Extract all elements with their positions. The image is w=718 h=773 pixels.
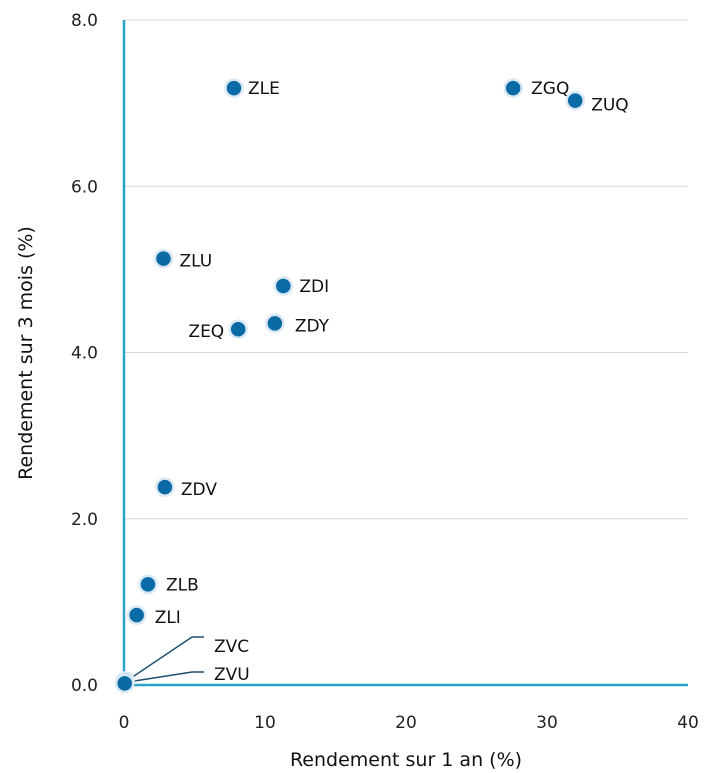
point-label-zvc: ZVC — [214, 637, 249, 657]
data-point-zlb — [138, 574, 158, 595]
data-point-zgq — [503, 78, 523, 98]
y-axis-title: Rendement sur 3 mois (%) — [15, 226, 37, 480]
point-label-zeq: ZEQ — [188, 322, 224, 342]
x-tick-label: 40 — [677, 713, 699, 733]
point-label-zlu: ZLU — [179, 252, 212, 272]
point-label-zli: ZLI — [155, 608, 181, 628]
data-point-zvu — [114, 673, 135, 694]
x-tick-label: 20 — [395, 713, 417, 733]
point-label-zuq: ZUQ — [591, 96, 628, 116]
grid-layer — [124, 19, 688, 520]
y-tick-label: 8.0 — [71, 11, 98, 31]
leader-line-zvu — [127, 671, 204, 683]
y-tick-label: 6.0 — [71, 177, 98, 197]
leader-line-zvc — [127, 636, 204, 681]
point-label-zdv: ZDV — [181, 480, 217, 500]
x-axis-title: Rendement sur 1 an (%) — [290, 749, 522, 771]
y-tick-label: 2.0 — [71, 510, 98, 530]
point-label-zgq: ZGQ — [531, 79, 569, 99]
point-label-zlb: ZLB — [166, 575, 199, 595]
label-layer: ZLE ZGQ ZUQ ZLU ZDI ZDY ZEQ ZDV ZLB ZLI ZVC ZVU — [155, 79, 629, 685]
point-label-zvu: ZVU — [214, 665, 250, 685]
point-label-zdy: ZDY — [295, 316, 330, 336]
y-tick-label: 0.0 — [71, 676, 98, 696]
point-label-zle: ZLE — [248, 79, 280, 99]
data-point-zuq — [565, 90, 585, 111]
data-point-zdv — [155, 477, 175, 497]
data-point-zli — [126, 605, 147, 625]
leader-layer — [127, 636, 204, 683]
x-tick-label: 0 — [119, 713, 130, 733]
point-label-zdi: ZDI — [299, 277, 329, 297]
x-tick-label: 10 — [254, 713, 276, 733]
axis-layer: 0.0 2.0 4.0 6.0 8.0 0 10 20 30 40 — [71, 11, 699, 733]
point-layer — [114, 78, 585, 694]
data-point-zdi — [273, 276, 294, 296]
data-point-zle — [224, 78, 244, 98]
data-point-zeq — [228, 319, 248, 339]
data-point-zdy — [265, 313, 285, 334]
x-tick-label: 30 — [536, 713, 558, 733]
y-tick-label: 4.0 — [71, 344, 98, 364]
data-point-zlu — [153, 248, 174, 269]
